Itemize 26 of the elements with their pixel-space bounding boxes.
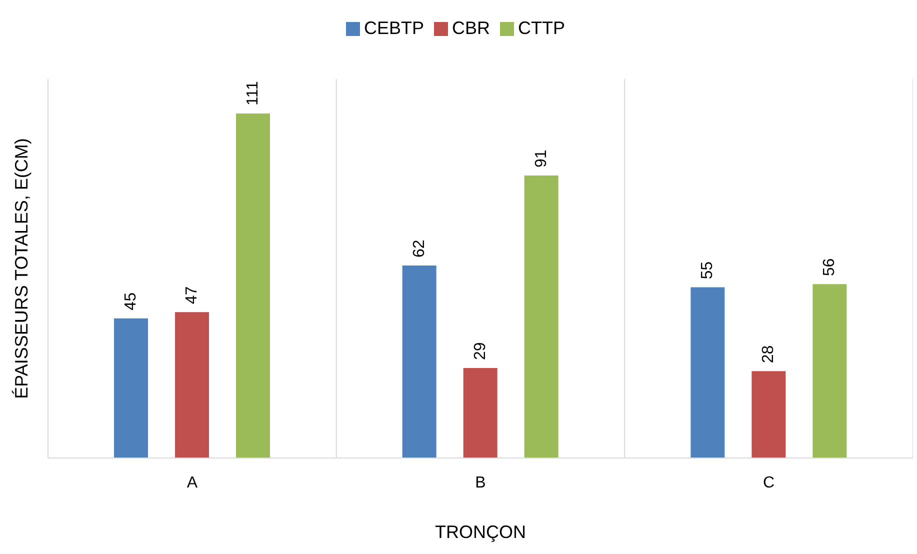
data-label: 29	[472, 342, 489, 360]
data-label: 28	[760, 345, 778, 364]
data-label: 91	[532, 150, 550, 168]
x-tick-label: A	[186, 474, 198, 492]
x-tick-label: C	[763, 474, 775, 492]
bar	[524, 176, 558, 458]
bar	[175, 312, 209, 458]
legend-label: CEBTP	[364, 18, 424, 38]
legend-label: CBR	[452, 18, 490, 38]
legend-label: CTTP	[518, 18, 566, 38]
bar	[812, 284, 847, 458]
bar	[752, 371, 786, 458]
bar	[690, 287, 725, 458]
y-axis-title: ÉPAISSEURS TOTALES, E(CM)	[11, 138, 32, 399]
bar	[402, 266, 436, 458]
x-tick-label: B	[475, 474, 486, 492]
x-axis-title: TRONÇON	[435, 522, 526, 542]
data-label: 111	[244, 81, 262, 106]
data-label: 45	[122, 292, 140, 310]
data-label: 55	[699, 261, 716, 280]
data-label: 47	[184, 286, 200, 304]
bar	[236, 113, 270, 458]
data-label: 56	[821, 258, 838, 276]
bar	[114, 318, 148, 458]
data-label: 62	[410, 240, 428, 258]
bar	[463, 368, 498, 458]
